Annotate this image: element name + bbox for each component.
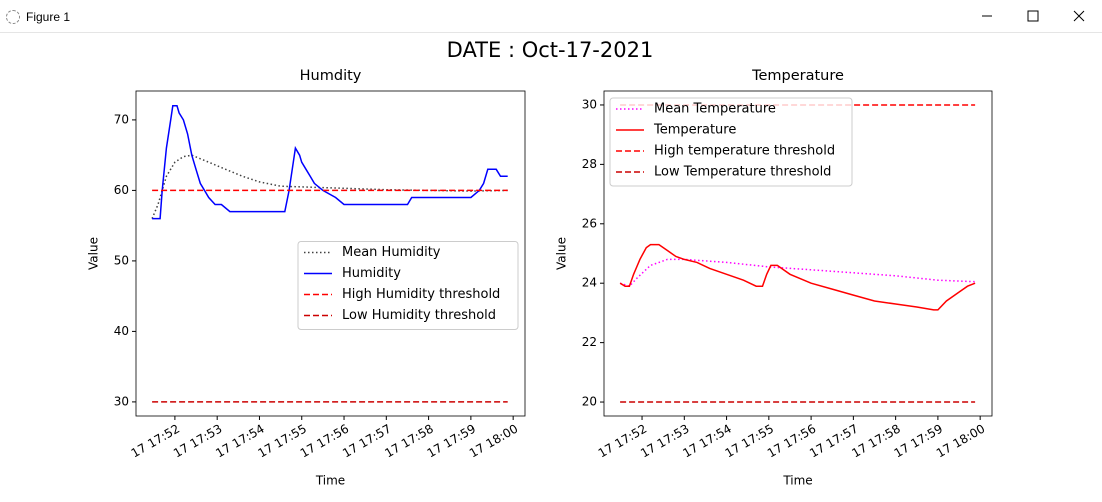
plot-frame [135,90,526,417]
y-tick-label: 50 [114,253,129,267]
plot-frame [603,90,993,417]
x-axis-label: Time [782,474,812,488]
y-axis-label: Value [87,237,101,270]
figure: DATE : Oct-17-2021 Humdity Time Value 30 40 5… [87,38,993,488]
legend-box [609,97,853,187]
legend-label: High temperature threshold [654,144,835,159]
y-tick-label: 26 [582,216,597,230]
y-tick-label: 20 [582,395,597,409]
legend-label: Humidity [342,266,401,281]
x-tick-label: 17 18:00 [467,422,520,461]
figure-title: DATE : Oct-17-2021 [447,38,654,62]
legend-label: Mean Temperature [654,102,776,117]
legend-label: Low Humidity threshold [342,308,496,323]
y-tick-label: 60 [114,183,129,197]
legend-label: Low Temperature threshold [654,165,831,180]
series-line [619,258,976,288]
legend: Mean Humidity Humidity High Humidity thres… [297,241,519,330]
close-button[interactable] [1056,0,1102,32]
y-tick-label: 28 [582,157,597,171]
legend-label: Mean Humidity [342,245,441,260]
maximize-button[interactable] [1010,0,1056,32]
subplot-title: Temperature [751,68,844,84]
y-tick-label: 30 [114,394,129,408]
legend-label: Temperature [653,123,736,138]
series-line [619,243,976,311]
minimize-button[interactable] [964,0,1010,32]
title-bar: Figure 1 [0,0,1102,33]
y-tick-label: 40 [114,324,129,338]
series-line [151,154,508,219]
y-tick-label: 24 [582,276,597,290]
y-axis-label: Value [555,237,569,270]
app-icon [6,10,20,24]
window-title: Figure 1 [26,10,71,24]
x-tick-label: 17 18:00 [934,422,987,461]
subplot-title: Humdity [300,68,362,84]
series-line [152,105,508,220]
y-tick-label: 22 [582,335,597,349]
legend-label: High Humidity threshold [342,287,500,302]
x-axis-label: Time [315,474,345,488]
y-tick-label: 70 [114,112,129,126]
y-tick-label: 30 [582,97,597,111]
legend-box [297,241,519,330]
legend: Mean Temperature Temperature High temperat… [609,97,853,187]
